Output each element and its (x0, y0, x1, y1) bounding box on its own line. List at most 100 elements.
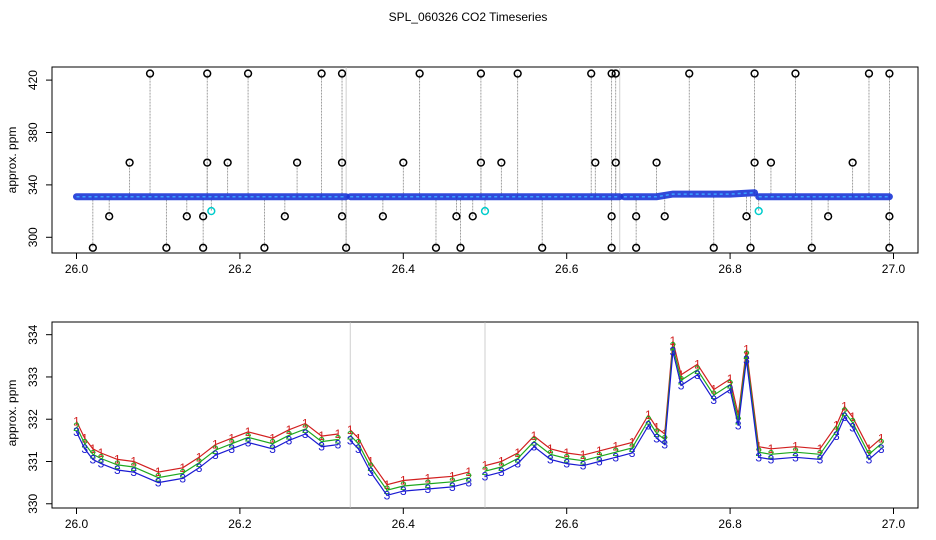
top-point (337, 212, 347, 221)
series-3-marker: 3 (514, 457, 521, 471)
top-point (685, 69, 694, 78)
series-1-marker: 1 (878, 431, 885, 445)
top-point (848, 158, 857, 167)
top-point (476, 69, 486, 78)
top-point (587, 69, 596, 78)
series-1-marker: 1 (155, 465, 162, 479)
series-2-marker: 2 (866, 447, 873, 461)
series-2-marker: 2 (678, 373, 685, 387)
top-point (885, 69, 894, 78)
series-2-marker: 2 (449, 475, 456, 489)
top-point (337, 158, 347, 167)
bottom-xtick-label: 26.6 (555, 517, 579, 531)
top-point (125, 158, 134, 167)
top-plot-frame (51, 66, 919, 254)
top-point (468, 212, 477, 221)
series-3-marker: 3 (817, 452, 824, 466)
series-2-marker: 2 (90, 447, 97, 461)
series-3-marker: 3 (269, 442, 276, 456)
series-3-marker: 3 (727, 383, 734, 397)
series-2-marker: 2 (318, 435, 325, 449)
top-baseline-highlight (623, 191, 755, 198)
series-2-marker: 2 (817, 447, 824, 461)
top-point (162, 243, 171, 252)
series-3-marker: 3 (841, 410, 848, 424)
series-1-marker: 1 (755, 440, 762, 454)
top-point (607, 212, 616, 221)
series-2-marker: 2 (367, 460, 374, 474)
top-point (885, 212, 894, 221)
series-2-marker: 2 (155, 471, 162, 485)
series-2-marker: 2 (755, 445, 762, 459)
top-point (750, 158, 759, 167)
series-1-marker: 1 (670, 334, 677, 348)
top-point (203, 69, 212, 78)
series-1-marker: 1 (286, 423, 293, 437)
series-2-marker: 2 (531, 435, 538, 449)
series-3-marker: 3 (286, 433, 293, 447)
series-1-marker: 1 (596, 444, 603, 458)
series-3-marker: 3 (130, 465, 137, 479)
series-1-marker: 1 (817, 442, 824, 456)
series-2-marker: 2 (580, 454, 587, 468)
series-3-marker: 3 (98, 457, 105, 471)
series-3-marker: 3 (90, 452, 97, 466)
series-2-marker: 2 (400, 479, 407, 493)
series-3-marker: 3 (661, 438, 668, 452)
top-point (88, 243, 97, 252)
series-3-marker: 3 (878, 442, 885, 456)
top-point (754, 206, 763, 216)
series-1-marker: 1 (228, 431, 235, 445)
bottom-ytick-label: 331 (26, 451, 40, 471)
top-xtick-label: 26.6 (555, 262, 579, 276)
series-3-marker: 3 (355, 442, 362, 456)
series-1-marker: 1 (482, 459, 489, 473)
series-1-marker: 1 (245, 425, 252, 439)
top-point (750, 69, 759, 78)
top-point (456, 243, 465, 252)
bottom-ytick-label: 330 (26, 493, 40, 513)
series-3-marker: 3 (866, 452, 873, 466)
series-3-marker: 3 (73, 425, 80, 439)
series-2-marker: 2 (269, 437, 276, 451)
series-1-marker: 1 (833, 419, 840, 433)
series-1-marker: 1 (73, 414, 80, 428)
chart-title: SPL_060326 CO2 Timeseries (388, 10, 548, 24)
top-point (631, 212, 641, 221)
series-2-marker: 2 (645, 413, 652, 427)
series-3-marker: 3 (563, 457, 570, 471)
series-1-marker: 1 (318, 429, 325, 443)
series-3-marker: 3 (629, 446, 636, 460)
series-3-marker: 3 (81, 442, 88, 456)
series-2-marker: 2 (596, 449, 603, 463)
top-point (823, 212, 833, 221)
series-3-marker: 3 (694, 368, 701, 382)
top-point (452, 212, 461, 221)
series-1-marker: 1 (678, 368, 685, 382)
series-3-marker: 3 (302, 427, 309, 441)
series-2-marker: 2 (710, 388, 717, 402)
top-point (399, 158, 408, 167)
series-3-marker: 3 (245, 435, 252, 449)
top-point (513, 69, 522, 78)
series-1-marker: 1 (531, 429, 538, 443)
top-point (105, 212, 114, 221)
series-1-marker: 1 (768, 442, 775, 456)
top-point (260, 243, 269, 252)
series-2-marker: 2 (563, 452, 570, 466)
series-1-marker: 1 (629, 435, 636, 449)
top-xtick-label: 26.4 (392, 262, 416, 276)
top-point (611, 69, 620, 78)
series-2-marker: 2 (841, 405, 848, 419)
series-2-marker: 2 (228, 437, 235, 451)
series-3-marker: 3 (400, 484, 407, 498)
bottom-xtick-label: 26.2 (228, 517, 252, 531)
series-3-marker: 3 (547, 452, 554, 466)
series-3-marker: 3 (367, 465, 374, 479)
bottom-ylabel: approx. ppm (5, 380, 19, 447)
top-point (591, 158, 600, 167)
top-point (766, 158, 776, 167)
series-1-line (75, 340, 882, 486)
series-2-marker: 2 (335, 433, 342, 447)
series-2-line (75, 346, 882, 491)
